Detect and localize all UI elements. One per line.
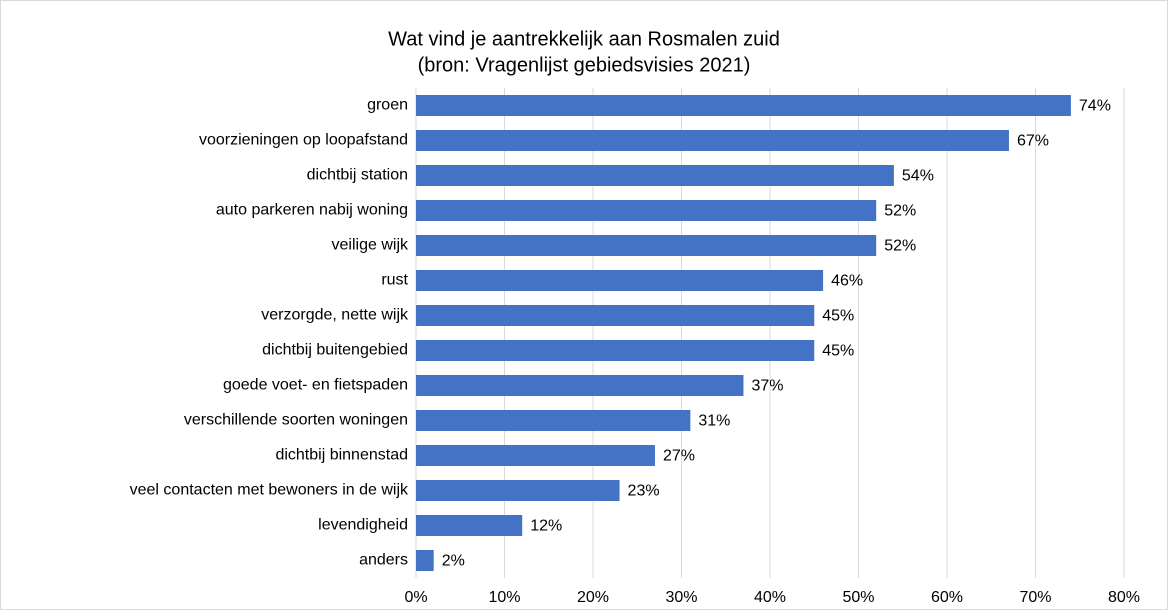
bar (416, 130, 1009, 151)
y-tick-label: anders (359, 552, 408, 569)
x-tick-label: 20% (577, 589, 609, 606)
y-tick-label: dichtbij buitengebied (262, 342, 408, 359)
data-label: 31% (698, 413, 730, 430)
bar (416, 340, 815, 361)
bar (416, 445, 655, 466)
y-tick-label: verschillende soorten woningen (184, 412, 408, 429)
x-tick-label: 70% (1019, 589, 1051, 606)
x-tick-label: 60% (931, 589, 963, 606)
y-tick-label: dichtbij station (307, 167, 408, 184)
x-tick-label: 30% (665, 589, 697, 606)
y-tick-label: levendigheid (318, 517, 408, 534)
x-tick-label: 10% (488, 589, 520, 606)
data-label: 54% (902, 168, 934, 185)
bar (416, 410, 691, 431)
y-tick-label: goede voet- en fietspaden (223, 377, 408, 394)
chart-subtitle: (bron: Vragenlijst gebiedsvisies 2021) (418, 54, 751, 76)
data-label: 46% (831, 273, 863, 290)
data-label: 2% (442, 553, 465, 570)
data-label: 74% (1079, 98, 1111, 115)
bar (416, 305, 815, 326)
bar (416, 95, 1071, 116)
y-tick-label: veilige wijk (332, 237, 409, 254)
data-label: 52% (884, 238, 916, 255)
data-label: 23% (628, 483, 660, 500)
data-label: 37% (751, 378, 783, 395)
data-label: 27% (663, 448, 695, 465)
bar (416, 375, 744, 396)
bar (416, 200, 877, 221)
y-tick-label: groen (367, 97, 408, 114)
bar (416, 165, 894, 186)
y-tick-label: verzorgde, nette wijk (261, 307, 409, 324)
bar (416, 235, 877, 256)
data-label: 45% (822, 308, 854, 325)
data-label: 67% (1017, 133, 1049, 150)
x-tick-label: 0% (404, 589, 427, 606)
y-tick-label: auto parkeren nabij woning (216, 202, 408, 219)
x-tick-label: 40% (754, 589, 786, 606)
x-tick-label: 50% (842, 589, 874, 606)
y-tick-label: dichtbij binnenstad (275, 447, 408, 464)
bar (416, 515, 523, 536)
bar (416, 480, 620, 501)
y-tick-label: voorzieningen op loopafstand (199, 132, 408, 149)
data-label: 52% (884, 203, 916, 220)
data-label: 12% (530, 518, 562, 535)
y-tick-label: rust (381, 272, 408, 289)
x-tick-label: 80% (1108, 589, 1140, 606)
bar (416, 550, 434, 571)
y-tick-label: veel contacten met bewoners in de wijk (130, 482, 409, 499)
chart-title: Wat vind je aantrekkelijk aan Rosmalen z… (388, 28, 780, 50)
bar (416, 270, 824, 291)
data-label: 45% (822, 343, 854, 360)
